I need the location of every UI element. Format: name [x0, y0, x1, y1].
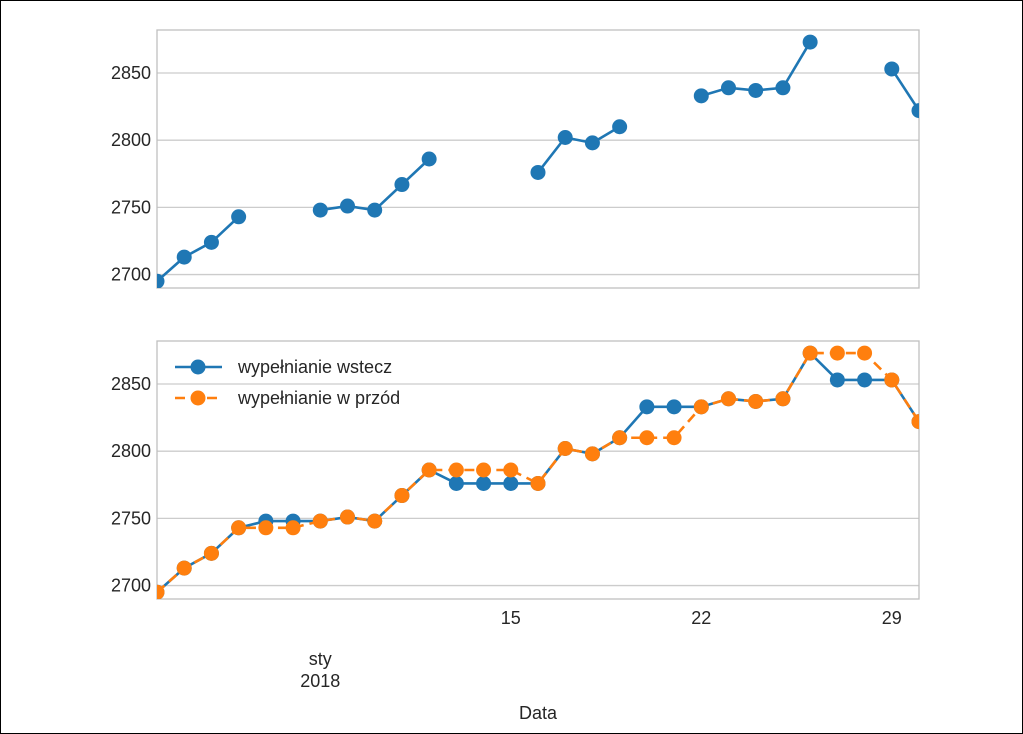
- data-point: [503, 462, 519, 478]
- legend: wypełnianie wstecz wypełnianie w przód: [175, 357, 400, 408]
- data-point: [367, 513, 383, 529]
- data-point: [203, 545, 219, 561]
- series-line: [320, 158, 431, 212]
- data-point: [775, 80, 791, 96]
- y-tick-label: 2750: [111, 508, 151, 528]
- data-point: [394, 488, 410, 504]
- data-point: [157, 584, 165, 599]
- legend-marker: [190, 390, 206, 406]
- data-point: [829, 372, 845, 388]
- data-point: [258, 520, 274, 536]
- legend-entry: wypełnianie wstecz: [237, 357, 392, 377]
- series-line: [157, 215, 240, 283]
- y-tick-label: 2700: [111, 265, 151, 285]
- data-point: [666, 430, 682, 446]
- data-point: [721, 391, 736, 407]
- data-point: [721, 80, 736, 96]
- data-point: [530, 164, 546, 180]
- data-point: [176, 249, 192, 265]
- data-point: [340, 509, 355, 525]
- data-point: [775, 391, 791, 407]
- data-point: [367, 202, 383, 218]
- y-tick-label: 2750: [111, 197, 151, 217]
- x-year-label: 2018: [300, 671, 340, 691]
- subplot-1: 2700 2750 2800 2850: [111, 29, 920, 289]
- plot-area: [157, 345, 919, 599]
- data-point: [312, 202, 328, 218]
- x-tick-label: 29: [882, 608, 902, 628]
- data-point: [448, 475, 464, 491]
- data-point: [639, 430, 655, 446]
- x-tick-label: 15: [501, 608, 521, 628]
- data-point: [312, 513, 328, 529]
- data-point: [884, 61, 900, 77]
- data-point: [285, 520, 301, 536]
- data-point: [829, 345, 845, 361]
- x-month-label: sty: [309, 649, 332, 669]
- data-point: [231, 520, 247, 536]
- data-point: [421, 462, 437, 478]
- plot-frame: [156, 29, 920, 289]
- data-point: [176, 560, 192, 576]
- series-1: [157, 34, 919, 288]
- data-point: [911, 414, 919, 430]
- x-axis-label: Data: [519, 703, 558, 723]
- data-point: [394, 177, 410, 193]
- plot-area: [157, 34, 919, 288]
- data-point: [693, 399, 709, 415]
- legend-entry: wypełnianie w przód: [237, 388, 400, 408]
- data-point: [476, 475, 492, 491]
- data-point: [530, 475, 546, 491]
- data-point: [857, 345, 873, 361]
- data-point: [802, 345, 818, 361]
- y-tick-label: 2800: [111, 441, 151, 461]
- data-point: [884, 372, 900, 388]
- legend-marker: [190, 359, 206, 375]
- data-point: [340, 198, 355, 214]
- data-point: [666, 399, 682, 415]
- x-tick-label: 22: [691, 608, 711, 628]
- data-point: [911, 103, 919, 119]
- data-point: [231, 209, 247, 225]
- data-point: [476, 462, 492, 478]
- data-point: [584, 135, 600, 151]
- y-tick-label: 2850: [111, 374, 151, 394]
- y-tick-label: 2700: [111, 576, 151, 596]
- series-line: [536, 125, 621, 174]
- data-point: [157, 273, 165, 288]
- data-point: [612, 430, 628, 446]
- data-point: [802, 34, 818, 50]
- data-point: [748, 82, 764, 98]
- data-point: [612, 119, 628, 135]
- data-point: [203, 234, 219, 250]
- data-point: [639, 399, 655, 415]
- y-tick-label: 2850: [111, 63, 151, 83]
- data-point: [748, 393, 764, 409]
- data-point: [448, 462, 464, 478]
- series-wypełnianie-w-przód: [157, 345, 919, 599]
- data-point: [693, 88, 709, 104]
- data-point: [421, 151, 437, 167]
- data-point: [584, 446, 600, 462]
- data-point: [503, 475, 519, 491]
- data-point: [557, 441, 573, 456]
- plot-frame: [156, 340, 920, 600]
- series-line: [157, 351, 919, 594]
- series-line: [890, 68, 919, 112]
- data-point: [557, 130, 573, 145]
- y-tick-label: 2800: [111, 130, 151, 150]
- data-point: [857, 372, 873, 388]
